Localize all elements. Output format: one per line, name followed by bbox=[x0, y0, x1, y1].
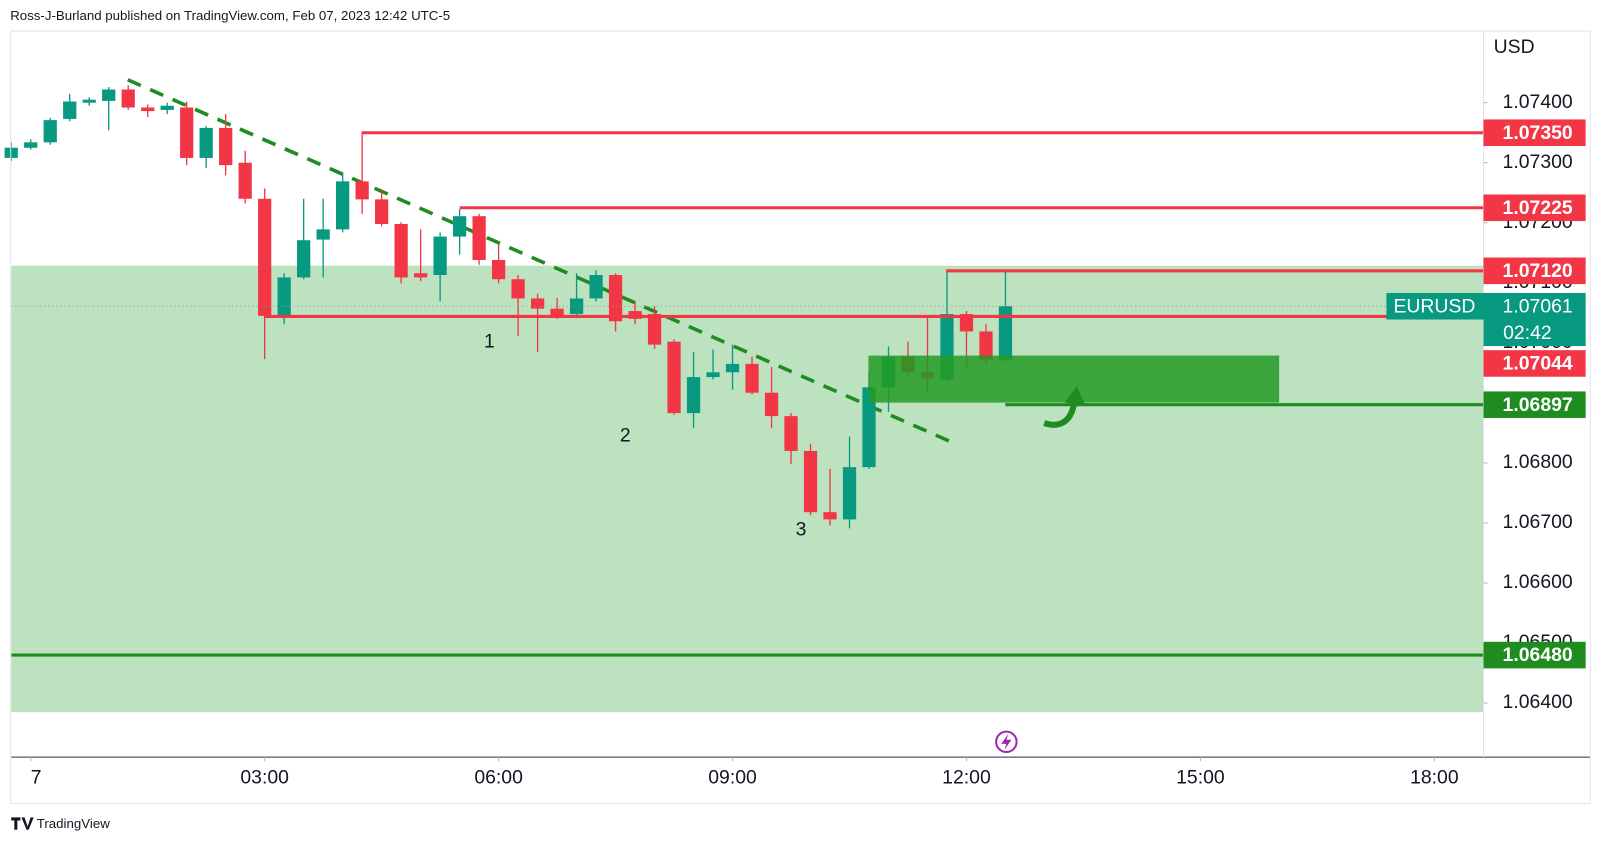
level-label: 1.07350 bbox=[1503, 122, 1573, 144]
icon-bolt bbox=[1001, 733, 1012, 750]
candle-body bbox=[784, 416, 798, 451]
symbol-box bbox=[1386, 292, 1484, 320]
level-label-box bbox=[1483, 194, 1586, 222]
candle-body bbox=[647, 314, 662, 345]
trendline bbox=[126, 78, 951, 444]
candle-body bbox=[43, 120, 57, 143]
candle-body bbox=[803, 450, 818, 513]
candle-body bbox=[258, 198, 272, 316]
candle-body bbox=[277, 277, 291, 316]
footer-logo bbox=[11, 817, 34, 830]
candle-body bbox=[238, 162, 252, 199]
level-label: 1.06480 bbox=[1503, 644, 1573, 666]
level-label: 1.07120 bbox=[1503, 260, 1573, 282]
candle-body bbox=[160, 105, 174, 110]
candle-body bbox=[569, 298, 584, 315]
level-label-box bbox=[1483, 391, 1586, 418]
level-label: 1.07225 bbox=[1503, 197, 1573, 219]
last-price-label: 1.07061 bbox=[1503, 295, 1573, 317]
candle-body bbox=[375, 199, 389, 224]
footer-brand: TradingView bbox=[37, 816, 110, 831]
y-tick-label: 1.06800 bbox=[1503, 451, 1573, 473]
candle-body bbox=[979, 331, 993, 360]
overlay-layer bbox=[868, 355, 1280, 428]
annotation: 1 bbox=[484, 330, 495, 352]
candle-body bbox=[141, 107, 155, 112]
candle-body bbox=[491, 260, 506, 280]
header: Ross-J-Burland published on TradingView.… bbox=[10, 8, 450, 23]
candle-body bbox=[589, 275, 603, 299]
level-label-box bbox=[1483, 350, 1586, 377]
x-tick-label: 06:00 bbox=[474, 767, 523, 789]
candle-body bbox=[336, 181, 350, 230]
candle-body bbox=[998, 306, 1013, 360]
candle-body bbox=[199, 127, 213, 158]
candle-body bbox=[511, 279, 525, 299]
annotation: 2 bbox=[620, 424, 631, 446]
price-labels: 1.07350 1.07225 1.07120 1.07044 1.06897 1.064… bbox=[1386, 119, 1586, 669]
x-tick-label: 7 bbox=[31, 767, 42, 789]
level-label-box bbox=[1483, 257, 1586, 285]
candle-body bbox=[414, 273, 428, 278]
candle-body bbox=[82, 99, 96, 103]
candle-body bbox=[355, 181, 369, 200]
last-price-box bbox=[1483, 292, 1586, 347]
candle-body bbox=[550, 308, 564, 316]
symbol-label: EURUSD bbox=[1393, 295, 1475, 317]
y-tick-label: 1.07400 bbox=[1503, 91, 1573, 113]
x-tick-label: 03:00 bbox=[240, 767, 289, 789]
replay-icon[interactable] bbox=[995, 730, 1018, 754]
candle-body bbox=[452, 216, 467, 237]
frame bbox=[10, 30, 1591, 805]
x-tick-label: 18:00 bbox=[1410, 767, 1459, 789]
drawing-layer bbox=[11, 78, 1484, 713]
candle-body bbox=[102, 89, 116, 101]
candle-body bbox=[842, 467, 857, 520]
candle-body bbox=[959, 314, 974, 332]
x-tick-label: 12:00 bbox=[942, 767, 991, 789]
candle-body bbox=[63, 101, 77, 119]
y-tick-label: 1.06400 bbox=[1503, 691, 1573, 713]
candle-body bbox=[180, 107, 194, 158]
candle-body bbox=[706, 372, 720, 378]
candle-body bbox=[472, 216, 486, 261]
candle-body bbox=[667, 341, 681, 414]
x-tick-label: 15:00 bbox=[1176, 767, 1225, 789]
candle-body bbox=[219, 127, 233, 166]
candle-body bbox=[608, 275, 623, 322]
shaded-range bbox=[11, 265, 1484, 713]
candle-body bbox=[433, 236, 447, 276]
candle-body bbox=[394, 223, 408, 278]
level-label-box bbox=[1483, 641, 1586, 669]
candle-body bbox=[24, 142, 38, 148]
candle-body bbox=[121, 89, 135, 108]
icon-circle bbox=[995, 730, 1018, 754]
candle-body bbox=[316, 229, 330, 240]
candle-body bbox=[530, 298, 545, 309]
level-label-box bbox=[1483, 119, 1586, 147]
level-label: 1.06897 bbox=[1503, 394, 1573, 416]
level-label: 1.07044 bbox=[1503, 353, 1573, 375]
y-tick-label: 1.07300 bbox=[1503, 151, 1573, 173]
currency-label: USD bbox=[1494, 36, 1535, 58]
candles bbox=[4, 85, 1013, 529]
annotation: 3 bbox=[796, 518, 807, 540]
countdown-label: 02:42 bbox=[1503, 322, 1552, 344]
candle-body bbox=[862, 387, 876, 468]
candle-body bbox=[686, 377, 701, 414]
candle-body bbox=[297, 240, 311, 278]
y-tick-label: 1.06700 bbox=[1503, 511, 1573, 533]
candle-body bbox=[764, 392, 779, 417]
candle-body bbox=[745, 363, 759, 393]
arrow-head bbox=[1064, 386, 1086, 405]
y-tick-label: 1.06600 bbox=[1503, 571, 1573, 593]
x-tick-label: 09:00 bbox=[708, 767, 757, 789]
candle-body bbox=[823, 512, 837, 520]
candle-body bbox=[725, 363, 740, 373]
levels bbox=[11, 131, 1484, 657]
